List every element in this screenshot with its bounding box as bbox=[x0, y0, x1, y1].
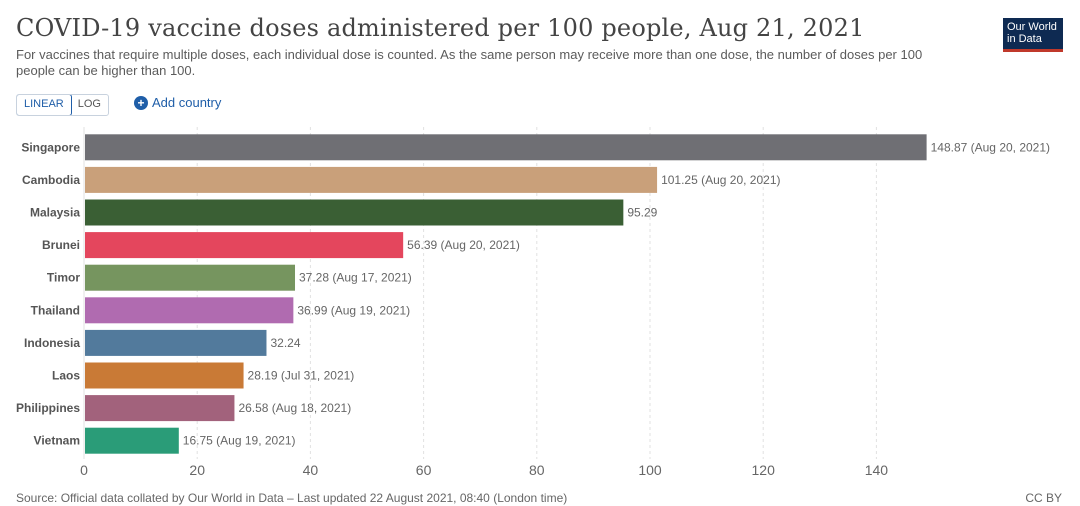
bar bbox=[85, 264, 296, 291]
value-label: 148.87 (Aug 20, 2021) bbox=[931, 140, 1050, 154]
x-tick-label: 80 bbox=[529, 462, 545, 478]
category-label: Thailand bbox=[31, 303, 80, 317]
category-label: Indonesia bbox=[24, 336, 80, 350]
bar bbox=[85, 362, 244, 389]
linear-scale-button[interactable]: LINEAR bbox=[16, 95, 72, 115]
add-country-label: Add country bbox=[152, 95, 222, 110]
value-label: 56.39 (Aug 20, 2021) bbox=[407, 238, 520, 252]
bar bbox=[85, 427, 179, 454]
chart-subtitle: For vaccines that require multiple doses… bbox=[16, 47, 923, 78]
category-label: Vietnam bbox=[34, 434, 80, 448]
bar bbox=[85, 297, 294, 324]
source-note: Source: Official data collated by Our Wo… bbox=[16, 491, 568, 505]
x-tick-label: 120 bbox=[752, 462, 776, 478]
category-label: Brunei bbox=[42, 238, 80, 252]
bar bbox=[85, 199, 624, 226]
value-label: 36.99 (Aug 19, 2021) bbox=[297, 303, 410, 317]
value-label: 28.19 (Jul 31, 2021) bbox=[248, 369, 355, 383]
add-country-button[interactable]: + Add country bbox=[134, 95, 221, 110]
x-tick-label: 60 bbox=[416, 462, 432, 478]
bar bbox=[85, 232, 404, 259]
x-tick-label: 20 bbox=[189, 462, 205, 478]
category-label: Malaysia bbox=[30, 206, 80, 220]
license-link[interactable]: CC BY bbox=[1025, 491, 1062, 505]
x-tick-label: 140 bbox=[865, 462, 889, 478]
x-tick-label: 100 bbox=[638, 462, 662, 478]
value-label: 101.25 (Aug 20, 2021) bbox=[661, 173, 780, 187]
plus-circle-icon: + bbox=[134, 95, 148, 110]
value-label: 26.58 (Aug 18, 2021) bbox=[238, 401, 351, 415]
scale-toggle: LINEAR LOG bbox=[16, 94, 109, 116]
bar bbox=[85, 395, 235, 422]
logo-line-2: in Data bbox=[1007, 33, 1042, 45]
x-tick-label: 0 bbox=[80, 462, 88, 478]
bar bbox=[85, 134, 927, 161]
category-label: Laos bbox=[52, 369, 80, 383]
value-label: 32.24 bbox=[270, 336, 300, 350]
owid-logo[interactable]: Our World in Data bbox=[1003, 18, 1063, 52]
value-label: 16.75 (Aug 19, 2021) bbox=[183, 434, 296, 448]
category-label: Singapore bbox=[21, 140, 80, 154]
bar bbox=[85, 329, 267, 356]
bar-chart: 0 20 40 60 80 100 120 140 Singapore 148.87 (Aug 2… bbox=[16, 127, 1050, 478]
logo-line-1: Our World bbox=[1007, 21, 1057, 33]
category-label: Cambodia bbox=[22, 173, 80, 187]
value-label: 37.28 (Aug 17, 2021) bbox=[299, 271, 412, 285]
bar bbox=[85, 166, 658, 193]
category-label: Philippines bbox=[16, 401, 80, 415]
value-label: 95.29 bbox=[627, 206, 657, 220]
category-label: Timor bbox=[47, 271, 80, 285]
log-scale-button[interactable]: LOG bbox=[77, 98, 101, 110]
x-tick-label: 40 bbox=[303, 462, 319, 478]
chart-title: COVID-19 vaccine doses administered per … bbox=[16, 14, 865, 42]
